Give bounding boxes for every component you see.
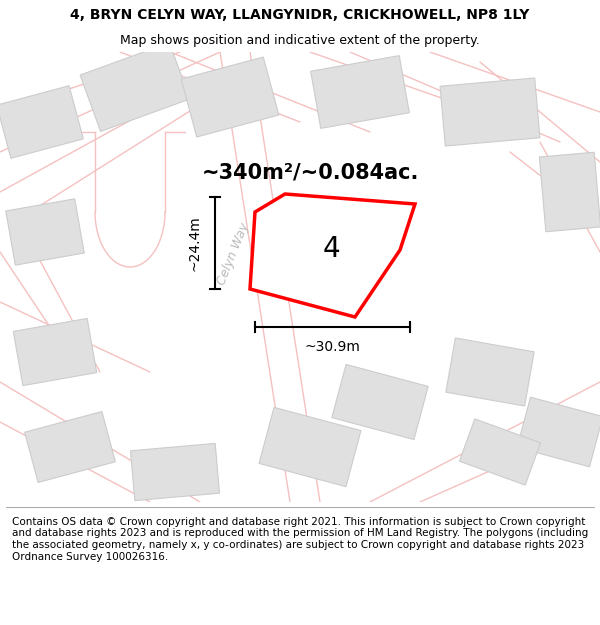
Polygon shape <box>332 364 428 439</box>
Text: Contains OS data © Crown copyright and database right 2021. This information is : Contains OS data © Crown copyright and d… <box>12 517 588 561</box>
Polygon shape <box>6 199 84 265</box>
Polygon shape <box>517 397 600 467</box>
Text: 4, BRYN CELYN WAY, LLANGYNIDR, CRICKHOWELL, NP8 1LY: 4, BRYN CELYN WAY, LLANGYNIDR, CRICKHOWE… <box>70 8 530 21</box>
Polygon shape <box>181 57 279 137</box>
Text: ~340m²/~0.084ac.: ~340m²/~0.084ac. <box>202 162 419 182</box>
Polygon shape <box>460 419 541 485</box>
Polygon shape <box>80 42 190 131</box>
Polygon shape <box>13 318 97 386</box>
Polygon shape <box>130 443 220 501</box>
Polygon shape <box>446 338 534 406</box>
Polygon shape <box>440 78 540 146</box>
Polygon shape <box>25 411 115 482</box>
Text: Celyn Way: Celyn Way <box>215 221 251 287</box>
Polygon shape <box>539 152 600 232</box>
Polygon shape <box>311 56 409 128</box>
Polygon shape <box>250 194 415 317</box>
Text: ~24.4m: ~24.4m <box>188 215 202 271</box>
Polygon shape <box>259 408 361 487</box>
Text: 4: 4 <box>323 236 340 263</box>
Polygon shape <box>0 86 83 158</box>
Text: Map shows position and indicative extent of the property.: Map shows position and indicative extent… <box>120 34 480 47</box>
Text: ~30.9m: ~30.9m <box>305 340 361 354</box>
